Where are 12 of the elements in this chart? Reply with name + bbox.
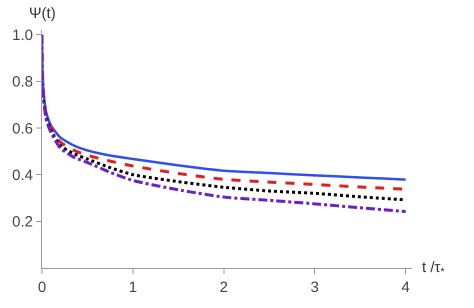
x-tick-label: 1 (128, 279, 138, 296)
y-tick-label: 1.0 (12, 26, 33, 44)
x-tick-label: 0 (38, 279, 46, 296)
y-tick-label: 0.2 (12, 214, 33, 231)
x-tick-label: 4 (401, 279, 410, 296)
x-tick-label: 2 (220, 279, 228, 296)
y-tick-label: 0.8 (12, 74, 33, 91)
x-axis-title: t /τ$_{*}$ (422, 259, 445, 278)
y-tick-label: 0.6 (12, 120, 33, 138)
x-tick-label: 3 (310, 279, 319, 296)
y-axis-title: Ψ(t) (29, 5, 56, 22)
y-tick-label: 0.4 (12, 166, 33, 184)
